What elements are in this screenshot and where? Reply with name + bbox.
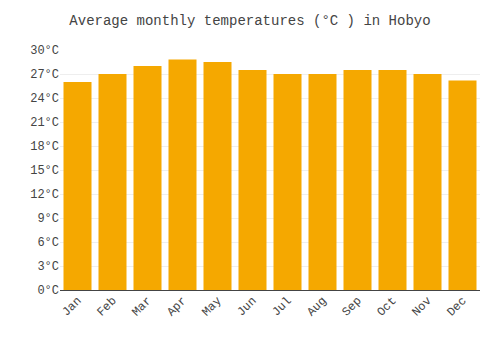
svg-text:30°C: 30°C — [30, 44, 59, 58]
svg-text:24°C: 24°C — [30, 92, 59, 106]
svg-text:Jul: Jul — [269, 294, 294, 319]
svg-text:12°C: 12°C — [30, 188, 59, 202]
svg-text:6°C: 6°C — [37, 236, 59, 250]
svg-text:Jan: Jan — [59, 294, 84, 319]
svg-text:Jun: Jun — [234, 294, 259, 319]
svg-text:3°C: 3°C — [37, 260, 59, 274]
svg-text:27°C: 27°C — [30, 68, 59, 82]
svg-text:Oct: Oct — [374, 294, 399, 319]
svg-text:15°C: 15°C — [30, 164, 59, 178]
svg-text:Apr: Apr — [164, 294, 189, 319]
svg-text:21°C: 21°C — [30, 116, 59, 130]
svg-text:Feb: Feb — [94, 294, 119, 319]
svg-text:Mar: Mar — [129, 294, 154, 319]
svg-text:Sep: Sep — [339, 294, 364, 319]
svg-text:18°C: 18°C — [30, 140, 59, 154]
svg-text:0°C: 0°C — [37, 284, 59, 298]
svg-text:May: May — [199, 294, 224, 319]
svg-text:Aug: Aug — [304, 294, 329, 319]
svg-text:Average monthly temperatures (: Average monthly temperatures (°C ) in Ho… — [69, 13, 430, 29]
svg-text:9°C: 9°C — [37, 212, 59, 226]
svg-text:Nov: Nov — [409, 294, 434, 319]
svg-text:Dec: Dec — [444, 294, 469, 319]
